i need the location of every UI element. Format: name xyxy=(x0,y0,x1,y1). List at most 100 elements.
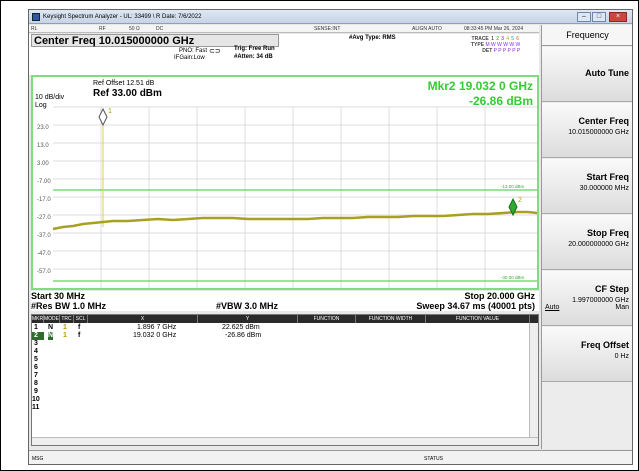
minimize-icon[interactable]: – xyxy=(577,12,591,22)
freq-offset-value: 0 Hz xyxy=(614,353,629,360)
y-tick-0: 23.0 xyxy=(37,125,49,131)
col-scl: SCL xyxy=(74,315,88,323)
vbw: #VBW 3.0 MHz xyxy=(216,301,279,311)
table-row[interactable]: 5 xyxy=(32,356,538,364)
start-freq-button[interactable]: Start Freq 30.000000 MHz xyxy=(542,159,632,214)
spectrum-plot: 23.0 13.0 3.00 -7.00 -17.0 -27.0 -37.0 -… xyxy=(37,106,537,288)
close-icon[interactable]: × xyxy=(609,12,627,22)
y-tick-7: -47.0 xyxy=(37,251,51,257)
stop-freq-button[interactable]: Stop Freq 20.000000000 GHz xyxy=(542,215,632,270)
start-freq-label: Start Freq xyxy=(586,172,629,182)
y-tick-4: -17.0 xyxy=(37,197,51,203)
measurement-bar: Center Freq 10.015000000 GHz PNO: Fast ⊂… xyxy=(29,34,539,75)
table-row[interactable]: 6 xyxy=(32,364,538,372)
stop-freq-value: 20.000000000 GHz xyxy=(568,241,629,248)
col-function-value: FUNCTION VALUE xyxy=(426,315,530,323)
mkr-x: 19.032 0 GHz xyxy=(133,332,177,339)
rbw: #Res BW 1.0 MHz xyxy=(31,301,107,311)
table-row[interactable]: 1 N 1 f 1.896 7 GHz 22.625 dBm xyxy=(32,324,538,332)
table-row[interactable]: 7 xyxy=(32,372,538,380)
trace-5: 5 xyxy=(511,36,515,42)
datetime: 08:33:45 PM Mar 26, 2024 xyxy=(464,26,524,32)
marker2-icon[interactable] xyxy=(508,197,518,217)
trace-2: 2 xyxy=(496,36,500,42)
cf-step-auto[interactable]: Auto xyxy=(545,304,560,311)
col-x: X xyxy=(88,315,198,323)
table-row[interactable]: 8 xyxy=(32,380,538,388)
marker-table-vscroll[interactable] xyxy=(529,323,538,439)
auto-tune-label: Auto Tune xyxy=(585,68,629,78)
sweep-time: Sweep 34.67 ms (40001 pts) xyxy=(416,301,535,311)
table-row[interactable]: 9 xyxy=(32,388,538,396)
avg-type-setting: #Avg Type: RMS xyxy=(349,35,396,41)
align-indicator: ALIGN AUTO xyxy=(412,26,442,32)
bottom-status-bar: MSG STATUS xyxy=(29,450,632,464)
mkr-num: 1 xyxy=(34,324,38,331)
spectrum-trace xyxy=(52,210,537,231)
mkr-num: 6 xyxy=(34,364,38,371)
center-freq-value: 10.015000000 GHz xyxy=(568,129,629,136)
mkr-num: 5 xyxy=(34,356,38,363)
mode-indicator: RL xyxy=(31,26,38,32)
table-row[interactable]: 2 N 1 f 19.032 0 GHz -26.86 dBm xyxy=(32,332,538,340)
table-row[interactable]: 4 xyxy=(32,348,538,356)
center-freq-label: Center Freq xyxy=(578,116,629,126)
y-tick-8: -57.0 xyxy=(37,269,51,275)
limit-line-upper-label: -13.00 dBm xyxy=(501,184,525,189)
table-row[interactable]: 11 xyxy=(32,404,538,412)
scale-type: Log xyxy=(35,102,47,109)
mkr-trc: 1 xyxy=(63,332,67,339)
col-mkr: MKR xyxy=(32,315,44,323)
mkr-scl: f xyxy=(78,332,81,339)
y-tick-5: -27.0 xyxy=(37,215,51,221)
trigger-setting: Trig: Free Run xyxy=(234,46,275,52)
mkr-num: 11 xyxy=(32,404,40,411)
cf-step-button[interactable]: CF Step 1.997000000 GHz Auto Man xyxy=(542,271,632,326)
status-strip: RL RF 50 Ω DC SENSE:INT ALIGN AUTO 08:33… xyxy=(29,25,539,33)
y-tick-1: 13.0 xyxy=(37,143,49,149)
mkr-num: 3 xyxy=(34,340,38,347)
limit-line-lower-label: -30.00 dBm xyxy=(501,275,525,280)
col-mode: MODE xyxy=(44,315,60,323)
det-values: P P P P P P xyxy=(493,48,521,54)
center-freq-readout[interactable]: Center Freq 10.015000000 GHz xyxy=(31,34,279,47)
mkr-mode: N xyxy=(48,332,54,340)
cf-step-label: CF Step xyxy=(594,284,629,294)
analyzer-window: Keysight Spectrum Analyzer - UL: 33499 \… xyxy=(28,9,633,465)
table-row[interactable]: 10 xyxy=(32,396,538,404)
menu-title: Frequency xyxy=(542,25,632,46)
freq-offset-button[interactable]: Freq Offset 0 Hz xyxy=(542,327,632,382)
maximize-icon[interactable]: □ xyxy=(592,12,606,22)
status-label: STATUS xyxy=(424,456,443,462)
trace-6: 6 xyxy=(516,36,520,42)
y-tick-2: 3.00 xyxy=(37,161,49,167)
mkr-scl: f xyxy=(78,324,81,331)
start-freq: Start 30 MHz xyxy=(31,291,86,301)
marker-table: MKR MODE TRC SCL X Y FUNCTION FUNCTION W… xyxy=(31,314,539,446)
app-icon xyxy=(32,13,40,21)
marker-table-hscroll[interactable] xyxy=(32,437,538,445)
table-row[interactable]: 3 xyxy=(32,340,538,348)
center-freq-button[interactable]: Center Freq 10.015000000 GHz xyxy=(542,103,632,158)
trace-3: 3 xyxy=(501,36,505,42)
marker1-icon[interactable] xyxy=(98,107,108,127)
y-tick-6: -37.0 xyxy=(37,233,51,239)
coupling-indicator: DC xyxy=(156,26,164,32)
marker2-label: 2 xyxy=(518,197,522,204)
auto-tune-button[interactable]: Auto Tune xyxy=(542,47,632,102)
msg-label: MSG xyxy=(32,456,44,462)
softkey-panel: Frequency Auto Tune Center Freq 10.01500… xyxy=(541,25,632,449)
cf-step-man[interactable]: Man xyxy=(615,304,629,311)
mkr-trc: 1 xyxy=(63,324,67,331)
mkr-num: 9 xyxy=(34,388,38,395)
spectrum-display[interactable]: Ref Offset 12.51 dB Ref 33.00 dBm 10 dB/… xyxy=(31,75,539,290)
trace-label: TRACE xyxy=(471,36,489,42)
mkr-num: 4 xyxy=(34,348,38,355)
ref-level: Ref 33.00 dBm xyxy=(93,88,162,99)
mkr-num: 10 xyxy=(32,396,40,403)
scale-per-div: 10 dB/div xyxy=(35,94,65,101)
title-bar: Keysight Spectrum Analyzer - UL: 33499 \… xyxy=(29,10,632,24)
marker-table-header: MKR MODE TRC SCL X Y FUNCTION FUNCTION W… xyxy=(32,315,538,323)
attenuation-setting: #Atten: 34 dB xyxy=(234,54,273,60)
